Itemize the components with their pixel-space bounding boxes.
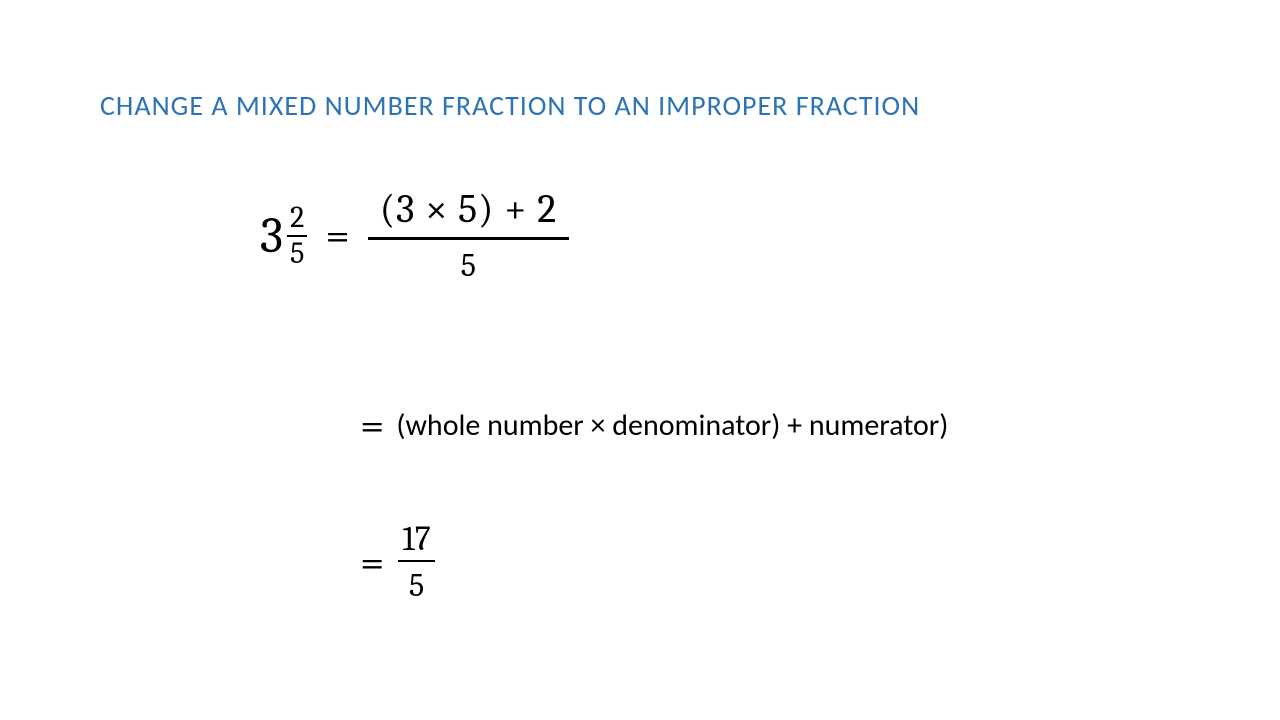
- expansion-denominator: 5: [455, 240, 482, 286]
- equals-sign: =: [325, 210, 349, 261]
- mixed-fraction: 2 5: [287, 201, 307, 271]
- equals-sign: =: [360, 537, 384, 588]
- equation-step-2: = (whole number × denominator) + numerat…: [360, 400, 948, 451]
- result-numerator: 17: [398, 520, 434, 560]
- equals-sign: =: [360, 400, 384, 451]
- mixed-denominator: 5: [287, 237, 307, 271]
- result-fraction: 17 5: [398, 520, 434, 604]
- formula-text: (whole number × denominator) + numerator…: [396, 407, 948, 444]
- equation-step-3: = 17 5: [360, 520, 435, 604]
- expansion-numerator: (3 × 5) + 2: [368, 185, 569, 237]
- mixed-number: 3 2 5: [260, 201, 307, 271]
- mixed-numerator: 2: [287, 201, 307, 235]
- slide-title: CHANGE A MIXED NUMBER FRACTION TO AN IMP…: [100, 88, 920, 123]
- expansion-fraction: (3 × 5) + 2 5: [368, 185, 569, 286]
- equation-step-1: 3 2 5 = (3 × 5) + 2 5: [260, 185, 569, 286]
- mixed-whole: 3: [260, 207, 283, 265]
- result-denominator: 5: [405, 562, 428, 604]
